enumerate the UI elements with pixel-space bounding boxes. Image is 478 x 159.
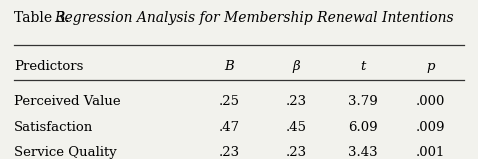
Text: .45: .45 <box>286 121 307 134</box>
Text: Service Quality: Service Quality <box>14 146 117 159</box>
Text: t: t <box>360 60 366 73</box>
Text: Predictors: Predictors <box>14 60 84 73</box>
Text: B: B <box>225 60 234 73</box>
Text: Table 3.: Table 3. <box>14 11 74 25</box>
Text: 6.09: 6.09 <box>348 121 378 134</box>
Text: Regression Analysis for Membership Renewal Intentions: Regression Analysis for Membership Renew… <box>54 11 454 25</box>
Text: .009: .009 <box>415 121 445 134</box>
Text: 3.43: 3.43 <box>348 146 378 159</box>
Text: p: p <box>426 60 435 73</box>
Text: .23: .23 <box>219 146 240 159</box>
Text: .25: .25 <box>219 95 240 108</box>
Text: .23: .23 <box>286 146 307 159</box>
Text: Perceived Value: Perceived Value <box>14 95 121 108</box>
Text: 3.79: 3.79 <box>348 95 378 108</box>
Text: Satisfaction: Satisfaction <box>14 121 94 134</box>
Text: β: β <box>293 60 300 73</box>
Text: .000: .000 <box>415 95 445 108</box>
Text: .47: .47 <box>219 121 240 134</box>
Text: .001: .001 <box>415 146 445 159</box>
Text: .23: .23 <box>286 95 307 108</box>
